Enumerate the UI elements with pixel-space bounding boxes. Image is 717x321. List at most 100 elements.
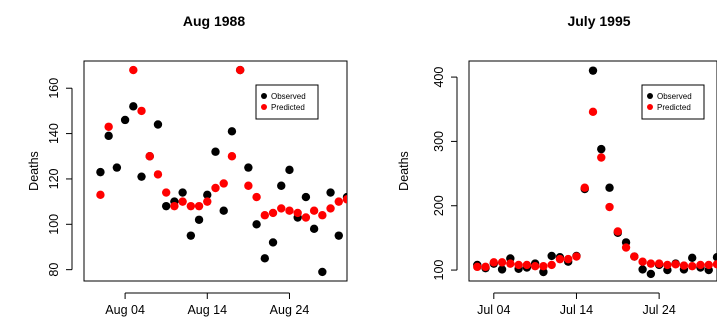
observed-point (252, 220, 261, 229)
predicted-point (605, 202, 614, 212)
legend: Observed Predicted (641, 84, 705, 120)
observed-point (219, 206, 228, 215)
predicted-point (555, 254, 565, 264)
chart-title: Aug 1988 (183, 13, 245, 29)
legend-marker-predicted (261, 104, 267, 110)
plot-frame (83, 60, 348, 282)
predicted-point (194, 201, 204, 211)
predicted-point (309, 206, 319, 215)
predicted-point (572, 252, 581, 261)
predicted-point (638, 257, 647, 266)
predicted-point (170, 201, 179, 211)
predicted-point (211, 183, 220, 193)
legend: Observed Predicted (255, 84, 319, 120)
observed-point (318, 267, 327, 277)
legend-box (641, 84, 705, 120)
predicted-point (285, 206, 294, 215)
predicted-point (96, 190, 105, 200)
chart-panel: July 1995 Deaths 100 200 300 400 Jul 04 Jul 14 J… (397, 13, 717, 317)
x-tick-label: Jul 14 (560, 303, 593, 317)
predicted-point (580, 183, 589, 192)
y-tick-label: 80 (47, 263, 61, 277)
y-axis-label: Deaths (397, 151, 411, 191)
predicted-point (712, 260, 717, 269)
x-tick-label: Jul 24 (642, 303, 675, 317)
x-tick-label: Aug 14 (187, 303, 227, 317)
predicted-point (219, 179, 228, 188)
predicted-point (597, 153, 606, 162)
predicted-point (539, 262, 548, 271)
legend-marker-predicted (647, 104, 653, 110)
y-tick-label: 120 (47, 168, 61, 189)
x-tick-label: Aug 24 (270, 303, 310, 317)
observed-point (588, 66, 598, 75)
predicted-point (235, 65, 245, 75)
y-axis-label: Deaths (27, 151, 41, 191)
predicted-point (704, 260, 713, 270)
predicted-point (268, 208, 278, 218)
predicted-point (145, 152, 154, 161)
predicted-point (293, 208, 302, 218)
predicted-point (104, 122, 113, 131)
observed-point (712, 253, 717, 262)
observed-point (334, 231, 343, 240)
predicted-point (497, 258, 507, 267)
predicted-point (514, 260, 523, 270)
observed-point (137, 172, 146, 181)
predicted-point (473, 262, 482, 272)
legend-label: Observed (271, 92, 306, 101)
observed-point (277, 181, 286, 190)
predicted-point (326, 204, 335, 213)
legend-label: Observed (657, 92, 692, 101)
y-tick-label: 160 (47, 78, 61, 99)
chart-title: July 1995 (567, 13, 630, 29)
predicted-point (334, 197, 343, 206)
legend-label: Predicted (657, 103, 691, 112)
predicted-point (153, 170, 163, 179)
observed-point (688, 253, 697, 263)
predicted-point (613, 227, 622, 236)
plot-frame (468, 60, 717, 282)
predicted-point (342, 195, 347, 204)
observed-point (638, 265, 647, 274)
y-tick-label: 100 (432, 260, 446, 281)
predicted-point (161, 188, 171, 197)
observed-point (309, 224, 319, 234)
predicted-point (318, 211, 327, 220)
observed-point (96, 167, 105, 177)
observed-point (120, 115, 130, 125)
observed-point (211, 147, 220, 156)
predicted-point (621, 243, 631, 252)
predicted-point (203, 197, 212, 206)
data-points (473, 66, 717, 279)
predicted-point (547, 260, 556, 270)
observed-point (539, 267, 548, 277)
observed-point (285, 165, 294, 175)
legend-marker-observed (647, 93, 653, 99)
predicted-point (654, 259, 664, 268)
observed-point (203, 190, 212, 200)
predicted-point (679, 261, 689, 270)
legend-box (255, 84, 319, 120)
predicted-point (630, 252, 639, 261)
predicted-point (663, 260, 672, 270)
y-tick-label: 200 (432, 195, 446, 216)
predicted-point (227, 152, 237, 161)
observed-point (244, 163, 253, 172)
predicted-point (481, 262, 490, 272)
predicted-point (252, 192, 261, 202)
observed-point (646, 269, 656, 279)
observed-point (153, 120, 163, 129)
observed-point (260, 254, 270, 263)
y-tick-label: 140 (47, 123, 61, 144)
x-tick-label: Jul 04 (477, 303, 510, 317)
observed-point (326, 188, 335, 197)
predicted-point (301, 213, 311, 222)
predicted-point (260, 211, 270, 220)
observed-point (547, 251, 556, 261)
y-tick-label: 300 (432, 131, 446, 152)
observed-point (129, 102, 138, 111)
predicted-point (671, 260, 680, 269)
observed-point (597, 144, 606, 154)
